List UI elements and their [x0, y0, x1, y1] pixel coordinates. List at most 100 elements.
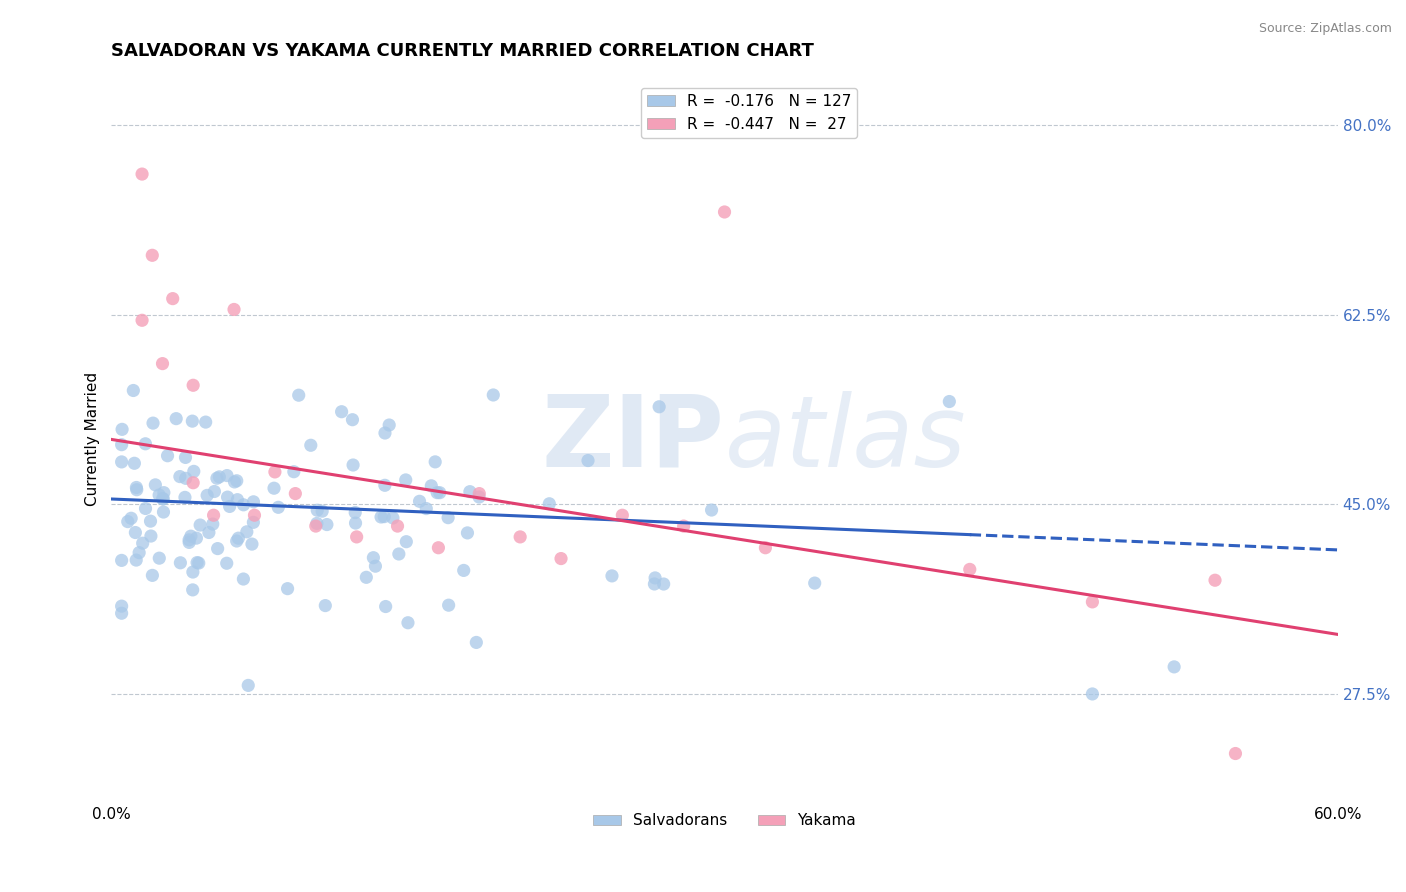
- Point: [381, 511, 404, 525]
- Point: [458, 484, 481, 499]
- Point: [437, 598, 460, 612]
- Point: [374, 425, 396, 440]
- Point: [600, 569, 623, 583]
- Point: [316, 517, 339, 532]
- Point: [356, 570, 378, 584]
- Point: [238, 678, 260, 692]
- Text: Source: ZipAtlas.com: Source: ZipAtlas.com: [1258, 22, 1392, 36]
- Point: [344, 516, 367, 530]
- Point: [187, 556, 209, 570]
- Point: [124, 456, 146, 470]
- Point: [672, 519, 695, 533]
- Point: [468, 490, 491, 504]
- Point: [287, 388, 309, 402]
- Point: [145, 478, 167, 492]
- Point: [311, 504, 333, 518]
- Point: [426, 485, 449, 500]
- Point: [550, 551, 572, 566]
- Point: [141, 248, 163, 262]
- Point: [370, 510, 392, 524]
- Point: [643, 577, 665, 591]
- Point: [120, 511, 142, 525]
- Point: [165, 411, 187, 425]
- Point: [277, 582, 299, 596]
- Point: [152, 491, 174, 506]
- Point: [122, 384, 145, 398]
- Point: [267, 500, 290, 515]
- Point: [429, 485, 451, 500]
- Point: [425, 455, 447, 469]
- Point: [111, 455, 134, 469]
- Point: [263, 481, 285, 495]
- Point: [305, 516, 328, 531]
- Point: [111, 606, 134, 620]
- Point: [395, 473, 418, 487]
- Point: [111, 438, 134, 452]
- Point: [482, 388, 505, 402]
- Point: [307, 503, 329, 517]
- Point: [1225, 747, 1247, 761]
- Point: [283, 465, 305, 479]
- Point: [242, 495, 264, 509]
- Point: [201, 517, 224, 532]
- Point: [427, 541, 450, 555]
- Point: [181, 475, 204, 490]
- Point: [142, 416, 165, 430]
- Point: [169, 469, 191, 483]
- Point: [208, 470, 231, 484]
- Point: [225, 534, 247, 549]
- Point: [420, 479, 443, 493]
- Point: [576, 453, 599, 467]
- Point: [232, 498, 254, 512]
- Point: [148, 488, 170, 502]
- Point: [373, 509, 395, 524]
- Point: [131, 167, 153, 181]
- Point: [125, 483, 148, 497]
- Point: [803, 576, 825, 591]
- Point: [387, 519, 409, 533]
- Point: [242, 516, 264, 530]
- Point: [1163, 660, 1185, 674]
- Point: [264, 465, 287, 479]
- Point: [374, 478, 396, 492]
- Point: [179, 535, 201, 549]
- Point: [125, 480, 148, 494]
- Point: [152, 491, 174, 506]
- Point: [408, 494, 430, 508]
- Point: [162, 292, 184, 306]
- Point: [134, 437, 156, 451]
- Point: [224, 475, 246, 489]
- Point: [117, 515, 139, 529]
- Point: [243, 508, 266, 523]
- Point: [700, 503, 723, 517]
- Point: [363, 550, 385, 565]
- Point: [169, 556, 191, 570]
- Point: [456, 525, 478, 540]
- Point: [188, 518, 211, 533]
- Point: [202, 508, 225, 523]
- Point: [364, 559, 387, 574]
- Point: [180, 529, 202, 543]
- Point: [124, 525, 146, 540]
- Point: [217, 490, 239, 504]
- Point: [1081, 687, 1104, 701]
- Point: [1204, 573, 1226, 587]
- Point: [305, 519, 328, 533]
- Point: [181, 414, 204, 428]
- Point: [134, 501, 156, 516]
- Point: [342, 458, 364, 472]
- Point: [644, 571, 666, 585]
- Point: [314, 599, 336, 613]
- Point: [174, 471, 197, 485]
- Point: [181, 582, 204, 597]
- Point: [153, 485, 176, 500]
- Point: [174, 450, 197, 465]
- Point: [128, 546, 150, 560]
- Point: [131, 536, 153, 550]
- Point: [152, 357, 174, 371]
- Point: [754, 541, 776, 555]
- Point: [346, 530, 368, 544]
- Point: [111, 599, 134, 614]
- Point: [194, 415, 217, 429]
- Y-axis label: Currently Married: Currently Married: [86, 372, 100, 507]
